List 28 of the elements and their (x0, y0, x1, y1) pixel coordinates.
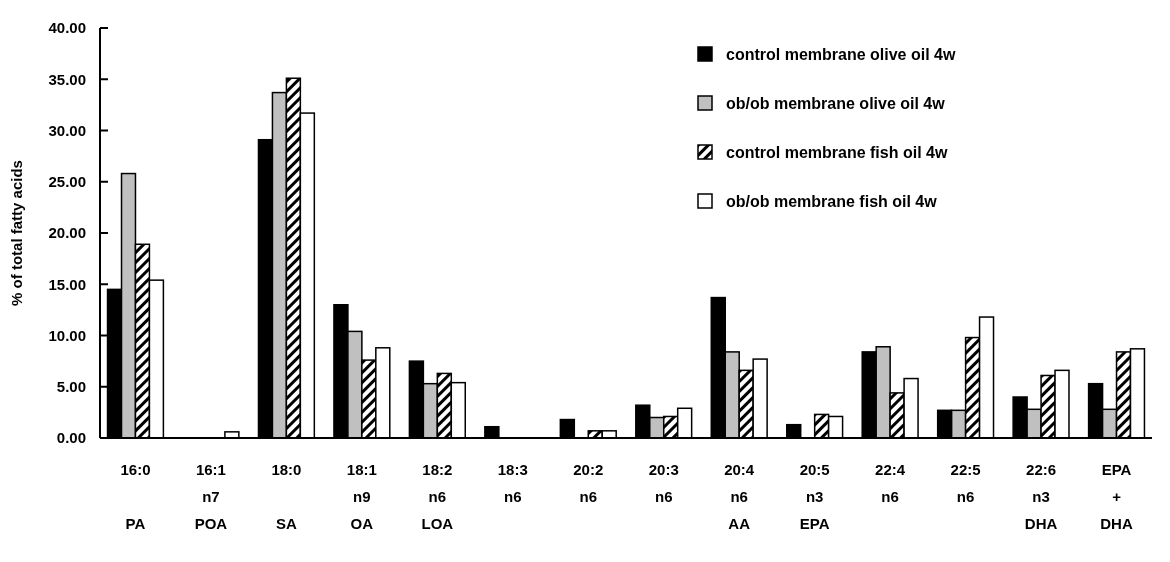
legend-label: control membrane olive oil 4w (726, 45, 956, 63)
category-label: 18:0 SA (271, 461, 302, 532)
x-tick-label: 20:4 n6 AA (724, 461, 755, 532)
y-tick-label: 5.00 (56, 378, 86, 395)
legend-label: ob/ob membrane fish oil 4w (726, 192, 938, 210)
y-tick-label: 0.00 (56, 429, 86, 447)
x-tick-label: 20:3 n6 (648, 461, 679, 505)
y-axis-title: % of total fatty acids (8, 160, 25, 306)
x-tick-label: EPA + DHA (1100, 461, 1133, 532)
x-tick-label: 18:2 n6 LOA (421, 461, 454, 532)
y-tick-label: 30.00 (48, 121, 86, 139)
x-tick-label: 22:5 n6 (950, 461, 981, 505)
y-tick-label: 10.00 (48, 326, 86, 344)
x-tick-label: 18:3 n6 (497, 461, 528, 505)
x-tick-label: 20:2 n6 (573, 461, 604, 505)
x-tick-label: 18:1 n9 OA (346, 461, 377, 532)
y-tick-label: 35.00 (48, 70, 86, 88)
legend-label: ob/ob membrane olive oil 4w (726, 94, 946, 112)
x-tick-label: 22:4 n6 (875, 461, 906, 505)
x-tick-label: 22:6 n3 DHA (1024, 461, 1058, 532)
y-tick-label: 40.00 (48, 19, 86, 37)
y-tick-label: 25.00 (48, 173, 86, 190)
x-tick-label: 16:1 n7 POA (194, 461, 228, 532)
y-tick-label: 20.00 (48, 224, 86, 242)
y-tick-label: 15.00 (48, 275, 86, 293)
x-tick-label: 20:5 n3 EPA (799, 461, 830, 532)
legend-label: control membrane fish oil 4w (726, 143, 948, 161)
category-label: 16:0 PA (120, 461, 151, 532)
